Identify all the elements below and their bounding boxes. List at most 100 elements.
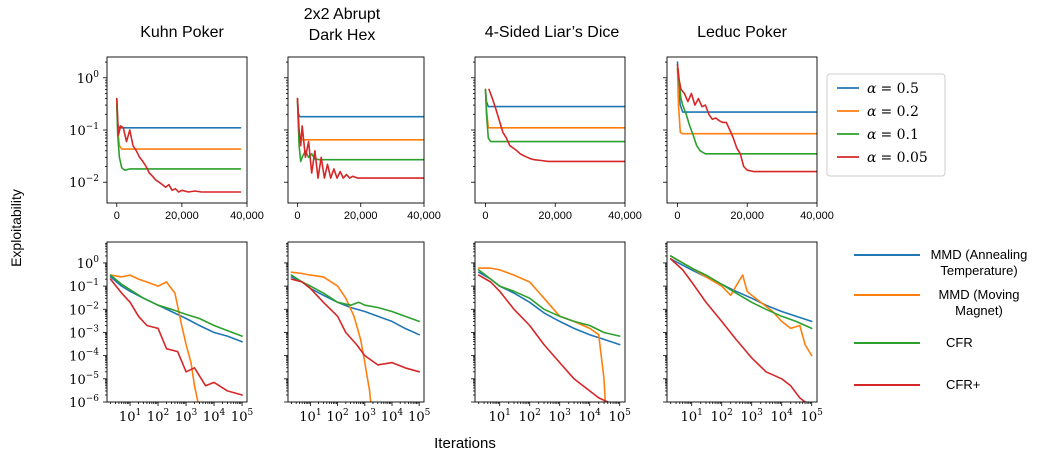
panel-title: 4-Sided Liar’s Dice: [485, 24, 620, 41]
legend-label: CFR+: [946, 377, 980, 392]
panel-title: Dark Hex: [309, 27, 376, 44]
y-tick-label: 10−4: [69, 348, 99, 365]
series-line-red: [290, 278, 421, 373]
legend-alpha: α = 0.5 α = 0.2 α = 0.1 α = 0.05: [826, 73, 946, 177]
legend-label: α = 0.5: [867, 81, 919, 97]
axes-frame: [287, 56, 425, 204]
x-tick-label: 40,000: [608, 210, 642, 222]
chart-panel-top-3: 0 20,000 40,000: [471, 56, 642, 222]
y-tick-label: 10−3: [69, 324, 99, 341]
x-tick-label: 0: [114, 210, 120, 222]
axes-frame: [106, 56, 248, 204]
x-tick-label: 104: [579, 408, 602, 425]
series-line-green: [290, 274, 421, 323]
series-line-red: [109, 278, 243, 396]
series-line-green: [484, 88, 625, 143]
series-line-orange: [477, 267, 607, 402]
legend-label: MMD (Moving: [939, 287, 1020, 302]
x-tick-label: 103: [549, 408, 572, 425]
chart-panels: 100 10−1 10−2 0 20,000 40,000 0 20,000 40,000 0 20…: [69, 56, 834, 425]
x-tick-label: 104: [381, 408, 404, 425]
axes-frame: [474, 241, 626, 403]
x-tick-label: 40,000: [407, 210, 441, 222]
x-tick-label: 105: [408, 408, 431, 425]
legend-label: CFR: [946, 335, 973, 350]
x-tick-label: 101: [119, 408, 141, 425]
x-tick-label: 104: [771, 408, 794, 425]
x-tick-label: 102: [711, 408, 733, 425]
series-line-orange: [484, 88, 625, 129]
series-line-orange: [109, 274, 199, 402]
series-line-red: [676, 63, 817, 173]
series-line-blue: [296, 97, 424, 118]
chart-panel-bottom-1: 100 10−1 10−2 10−3 10−4 10−5 10−6 101 102 103 104 1…: [69, 241, 253, 425]
x-tick-label: 102: [147, 408, 169, 425]
axes-frame: [666, 56, 818, 204]
chart-panel-top-4: 0 20,000 40,000: [663, 56, 834, 222]
axes-frame: [666, 241, 818, 403]
series-line-green: [116, 104, 242, 171]
panel-title: 2x2 Abrupt: [304, 6, 381, 23]
x-tick-label: 0: [674, 210, 680, 222]
y-tick-label: 10−1: [69, 278, 99, 295]
axes-frame: [474, 56, 626, 204]
x-tick-label: 40,000: [230, 210, 264, 222]
legend-label: α = 0.05: [867, 150, 928, 166]
series-line-orange: [296, 97, 424, 141]
x-tick-label: 104: [203, 408, 226, 425]
series-line-blue: [116, 97, 242, 129]
series-line-green: [676, 67, 817, 155]
x-tick-label: 103: [741, 408, 764, 425]
series-line-blue: [676, 61, 817, 113]
panel-title: Leduc Poker: [697, 24, 788, 41]
y-tick-label: 10−5: [69, 371, 99, 388]
series-line-red: [116, 97, 242, 193]
legend-box: [826, 73, 946, 177]
chart-panel-bottom-4: 101 102 103 104 105: [663, 241, 824, 425]
x-tick-label: 0: [294, 210, 300, 222]
y-tick-label: 10−2: [69, 301, 99, 318]
chart-panel-top-1: 100 10−1 10−2 0 20,000 40,000: [69, 56, 264, 222]
x-tick-label: 102: [519, 408, 541, 425]
axis-labels: Exploitability Iterations: [8, 189, 496, 452]
x-tick-label: 40,000: [800, 210, 834, 222]
series-line-green: [109, 274, 243, 337]
series-line-green: [669, 255, 813, 330]
x-tick-label: 20,000: [538, 210, 572, 222]
series-line-green: [296, 100, 424, 163]
series-line-orange: [676, 67, 817, 135]
y-tick-label: 10−1: [69, 122, 99, 139]
series-line-orange: [116, 100, 242, 150]
y-tick-label: 100: [77, 255, 100, 272]
legend-label: MMD (Annealing: [931, 247, 1028, 262]
series-line-blue: [484, 88, 625, 108]
y-tick-label: 10−2: [69, 174, 99, 191]
y-tick-label: 10−6: [69, 394, 99, 411]
series-line-orange: [669, 255, 813, 357]
series-line-red: [488, 88, 625, 163]
legend-label: Magnet): [955, 303, 1003, 318]
x-tick-label: 20,000: [165, 210, 199, 222]
axes-frame: [287, 241, 425, 403]
series-line-blue: [109, 276, 243, 343]
series-line-red: [477, 274, 609, 402]
chart-panel-bottom-2: 101 102 103 104 105: [284, 241, 431, 425]
chart-panel-top-2: 0 20,000 40,000: [284, 56, 441, 222]
x-tick-label: 105: [801, 408, 824, 425]
y-tick-label: 100: [77, 70, 100, 87]
legend-label: α = 0.1: [867, 127, 919, 143]
x-tick-label: 102: [326, 408, 348, 425]
series-line-red: [296, 97, 424, 179]
x-tick-label: 101: [299, 408, 321, 425]
axes-frame: [106, 241, 248, 403]
x-tick-label: 101: [489, 408, 511, 425]
legends: α = 0.5 α = 0.2 α = 0.1 α = 0.05 MMD (AnnealingT…: [826, 73, 1027, 392]
series-line-red: [669, 258, 807, 402]
panel-title: Kuhn Poker: [140, 24, 224, 41]
panel-titles: Kuhn Poker 2x2 Abrupt Dark Hex 4-Sided Liar…: [140, 6, 787, 44]
x-tick-label: 20,000: [344, 210, 378, 222]
x-tick-label: 103: [175, 408, 198, 425]
legend-label: α = 0.2: [867, 104, 919, 120]
series-line-orange: [290, 271, 372, 402]
